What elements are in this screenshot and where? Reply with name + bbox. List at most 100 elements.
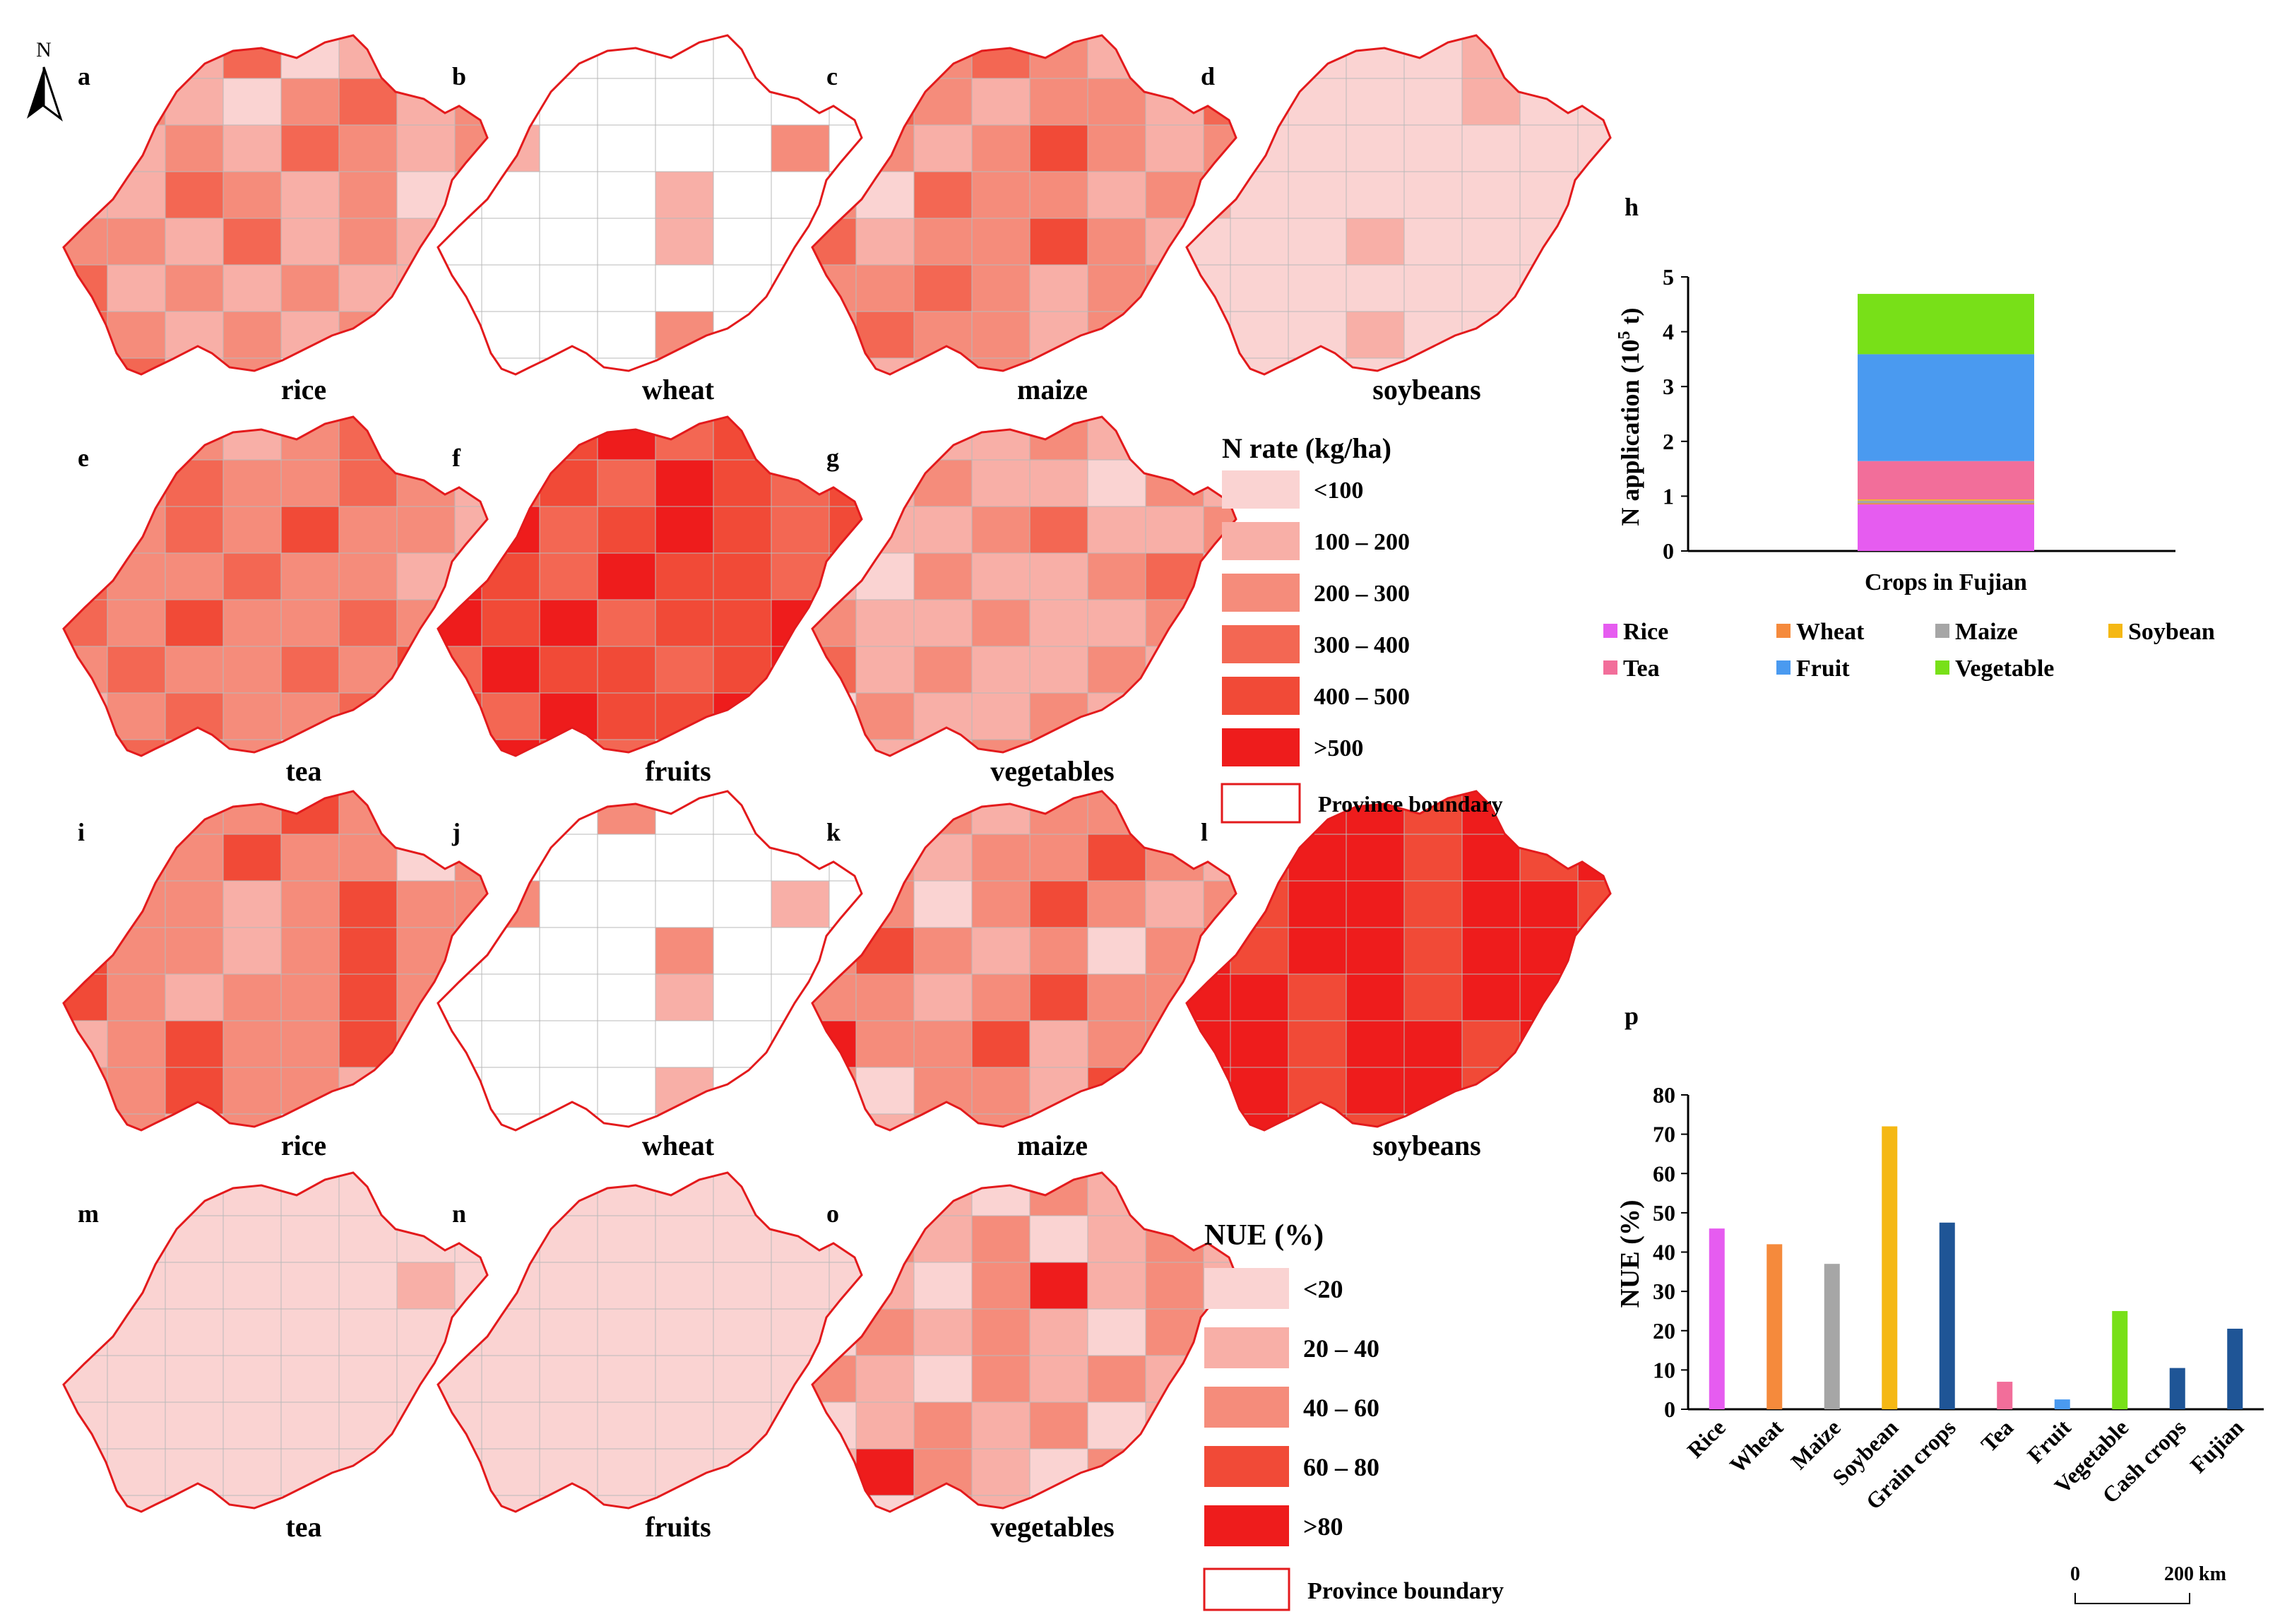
map-region — [338, 1308, 398, 1356]
map-region — [222, 171, 282, 219]
map-region — [971, 417, 1031, 461]
map-region — [64, 552, 108, 600]
map-region — [913, 1308, 973, 1356]
map-region — [913, 552, 973, 600]
map-region — [913, 646, 973, 694]
map-region — [1346, 311, 1405, 359]
map-region — [338, 599, 398, 647]
map-region — [597, 124, 656, 172]
map-region — [539, 1215, 598, 1263]
map-region — [539, 171, 598, 219]
map-region — [1145, 1215, 1204, 1263]
map-region — [771, 417, 830, 461]
chart-h-segment-wheat — [1858, 503, 2034, 505]
map-region — [1346, 880, 1405, 928]
chart-p-tick-label: 40 — [1653, 1240, 1675, 1265]
legend-boundary-label: Province boundary — [1318, 791, 1503, 817]
map-region — [1029, 264, 1088, 312]
map-region — [539, 1067, 598, 1115]
map-region — [165, 1067, 224, 1115]
map-region — [913, 880, 973, 928]
map-region — [438, 692, 482, 740]
map-region — [655, 973, 714, 1021]
map-region — [1145, 1308, 1204, 1356]
legend-swatch — [1204, 1327, 1289, 1368]
map-region — [855, 973, 915, 1021]
chart-h-legend-label: Rice — [1623, 619, 1668, 645]
map-region — [222, 927, 282, 975]
map-region — [338, 880, 398, 928]
chart-p-tick-label: 10 — [1653, 1357, 1675, 1382]
map-region — [165, 1355, 224, 1403]
map-region — [713, 791, 772, 835]
map-region — [438, 1448, 482, 1496]
map-region — [597, 218, 656, 266]
map-region — [855, 646, 915, 694]
map-region — [771, 506, 830, 554]
map-region — [597, 1401, 656, 1450]
map-region — [1029, 599, 1088, 647]
map-region — [539, 646, 598, 694]
map-region — [655, 1308, 714, 1356]
map-panel-label: e — [78, 444, 89, 472]
map-panel-label: n — [452, 1199, 466, 1228]
map-region — [481, 1173, 540, 1216]
legend-swatch — [1222, 677, 1300, 715]
map-region — [1288, 1113, 1347, 1130]
map-region — [280, 692, 340, 740]
map-region — [913, 1355, 973, 1403]
chart-h-segment-vegetable — [1858, 294, 2034, 355]
map-region — [812, 1113, 857, 1130]
chart-p-tick-label: 50 — [1653, 1200, 1675, 1226]
map-panel-label: j — [451, 818, 461, 846]
map-region — [165, 124, 224, 172]
map-region — [481, 218, 540, 266]
map-region — [913, 35, 973, 79]
map-region — [280, 124, 340, 172]
map-crop-label: soybeans — [1372, 374, 1480, 405]
map-region — [222, 834, 282, 882]
map-region — [64, 124, 108, 172]
map-region — [1087, 171, 1146, 219]
map-region — [713, 1401, 772, 1450]
map-region — [1087, 506, 1146, 554]
map-region — [396, 78, 456, 126]
map-region — [597, 1448, 656, 1496]
map-region — [713, 552, 772, 600]
map-region — [971, 1173, 1031, 1216]
map-region — [539, 791, 598, 835]
map-region — [481, 417, 540, 461]
legend-class-label: >80 — [1303, 1512, 1343, 1541]
map-region — [855, 264, 915, 312]
chart-p-category-label: Tea — [1976, 1414, 2018, 1457]
map-region — [1577, 78, 1610, 126]
map-region — [1087, 35, 1146, 79]
legend-class-label: 300 – 400 — [1314, 632, 1410, 658]
map-region — [1187, 1067, 1231, 1115]
map-region — [1346, 124, 1405, 172]
scale-bar-line — [2074, 1593, 2190, 1604]
map-region — [771, 311, 830, 359]
map-region — [107, 459, 166, 507]
map-region — [454, 791, 487, 835]
map-region — [913, 739, 973, 756]
map-region — [597, 1308, 656, 1356]
map-region — [855, 357, 915, 374]
map-region — [338, 124, 398, 172]
map-region — [539, 1448, 598, 1496]
map-region — [1577, 927, 1610, 975]
map-region — [1288, 78, 1347, 126]
map-region — [655, 1355, 714, 1403]
map-region — [539, 124, 598, 172]
legend-boundary-label: Province boundary — [1307, 1578, 1504, 1604]
chart-p-category-label: Rice — [1682, 1414, 1730, 1462]
map-region — [280, 506, 340, 554]
map-region — [165, 417, 224, 461]
chart-p-bar-cash-crops — [2169, 1368, 2185, 1409]
map-region — [713, 1262, 772, 1310]
map-region — [222, 1215, 282, 1263]
map-region — [655, 646, 714, 694]
map-panel-i: i rice — [62, 790, 489, 1161]
map-region — [64, 1495, 108, 1512]
map-region — [396, 1308, 456, 1356]
